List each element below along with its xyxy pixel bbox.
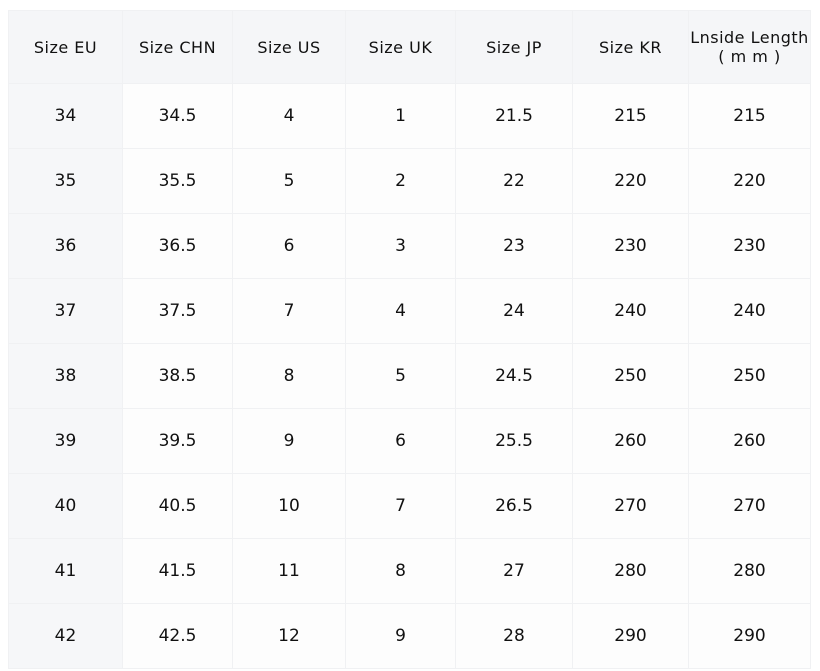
table-cell: 280	[688, 538, 811, 604]
table-cell: 38	[8, 343, 123, 409]
table-cell: 21.5	[455, 83, 573, 149]
table-cell: 230	[572, 213, 689, 279]
table-cell: 250	[688, 343, 811, 409]
column-header: Size KR	[572, 10, 689, 84]
table-cell: 215	[688, 83, 811, 149]
table-row: 36 36.5 6 3 23 230 230	[8, 213, 811, 279]
table-cell: 8	[232, 343, 346, 409]
table-cell: 41.5	[122, 538, 233, 604]
table-cell: 220	[572, 148, 689, 214]
table-cell: 11	[232, 538, 346, 604]
table-cell: 290	[572, 603, 689, 669]
table-row: 38 38.5 8 5 24.5 250 250	[8, 343, 811, 409]
table-cell: 34	[8, 83, 123, 149]
table-cell: 7	[345, 473, 456, 539]
table-cell: 40.5	[122, 473, 233, 539]
table-cell: 220	[688, 148, 811, 214]
table-cell: 250	[572, 343, 689, 409]
table-cell: 28	[455, 603, 573, 669]
table-cell: 39.5	[122, 408, 233, 474]
table-cell: 5	[345, 343, 456, 409]
table-cell: 230	[688, 213, 811, 279]
table-cell: 1	[345, 83, 456, 149]
table-row: 39 39.5 9 6 25.5 260 260	[8, 408, 811, 474]
table-cell: 3	[345, 213, 456, 279]
table-cell: 25.5	[455, 408, 573, 474]
header-row: Size EU Size CHN Size US Size UK Size JP Size…	[8, 10, 811, 84]
table-row: 37 37.5 7 4 24 240 240	[8, 278, 811, 344]
table-row: 41 41.5 11 8 27 280 280	[8, 538, 811, 604]
column-header: Size CHN	[122, 10, 233, 84]
table-cell: 42	[8, 603, 123, 669]
table-cell: 12	[232, 603, 346, 669]
column-header-label: Size EU	[33, 37, 98, 57]
table-cell: 6	[232, 213, 346, 279]
table-cell: 215	[572, 83, 689, 149]
table-cell: 22	[455, 148, 573, 214]
table-cell: 36.5	[122, 213, 233, 279]
table-cell: 240	[572, 278, 689, 344]
table-cell: 290	[688, 603, 811, 669]
table-cell: 27	[455, 538, 573, 604]
table-cell: 26.5	[455, 473, 573, 539]
table-cell: 37	[8, 278, 123, 344]
table-cell: 38.5	[122, 343, 233, 409]
column-header: Size US	[232, 10, 346, 84]
table-cell: 6	[345, 408, 456, 474]
table-cell: 280	[572, 538, 689, 604]
table-cell: 270	[572, 473, 689, 539]
table-cell: 7	[232, 278, 346, 344]
table-cell: 23	[455, 213, 573, 279]
column-header-label: Size CHN	[138, 37, 217, 57]
column-header: Size JP	[455, 10, 573, 84]
table-row: 40 40.5 10 7 26.5 270 270	[8, 473, 811, 539]
table-row: 34 34.5 4 1 21.5 215 215	[8, 83, 811, 149]
column-header-label: Lnside Length	[690, 28, 809, 47]
table-cell: 37.5	[122, 278, 233, 344]
table-cell: 9	[232, 408, 346, 474]
table-cell: 2	[345, 148, 456, 214]
table-cell: 270	[688, 473, 811, 539]
table-cell: 4	[232, 83, 346, 149]
unit-label: ( m m )	[718, 47, 781, 66]
column-header-label: Size JP	[486, 37, 542, 57]
table-cell: 24	[455, 278, 573, 344]
column-header: Size EU	[8, 10, 123, 84]
table-cell: 42.5	[122, 603, 233, 669]
column-header-label: Size US	[257, 37, 321, 57]
table-cell: 4	[345, 278, 456, 344]
table-cell: 5	[232, 148, 346, 214]
column-header: Lnside Length( m m )	[688, 10, 811, 84]
table-row: 42 42.5 12 9 28 290 290	[8, 603, 811, 669]
column-header-label: Size UK	[368, 37, 433, 57]
table-cell: 10	[232, 473, 346, 539]
table-cell: 36	[8, 213, 123, 279]
table-cell: 8	[345, 538, 456, 604]
table-cell: 35.5	[122, 148, 233, 214]
column-header-label: Size KR	[598, 37, 663, 57]
size-chart-table: Size EU Size CHN Size US Size UK Size JP Size…	[8, 10, 811, 669]
table-cell: 260	[572, 408, 689, 474]
table-cell: 240	[688, 278, 811, 344]
table-cell: 34.5	[122, 83, 233, 149]
table-cell: 260	[688, 408, 811, 474]
table-cell: 39	[8, 408, 123, 474]
table-cell: 41	[8, 538, 123, 604]
table-cell: 9	[345, 603, 456, 669]
table-row: 35 35.5 5 2 22 220 220	[8, 148, 811, 214]
table-cell: 35	[8, 148, 123, 214]
table-body: 34 34.5 4 1 21.5 215 215 35 35.5 5 2 22 220 220 36 36.5…	[8, 83, 811, 669]
table-cell: 40	[8, 473, 123, 539]
column-header: Size UK	[345, 10, 456, 84]
table-cell: 24.5	[455, 343, 573, 409]
